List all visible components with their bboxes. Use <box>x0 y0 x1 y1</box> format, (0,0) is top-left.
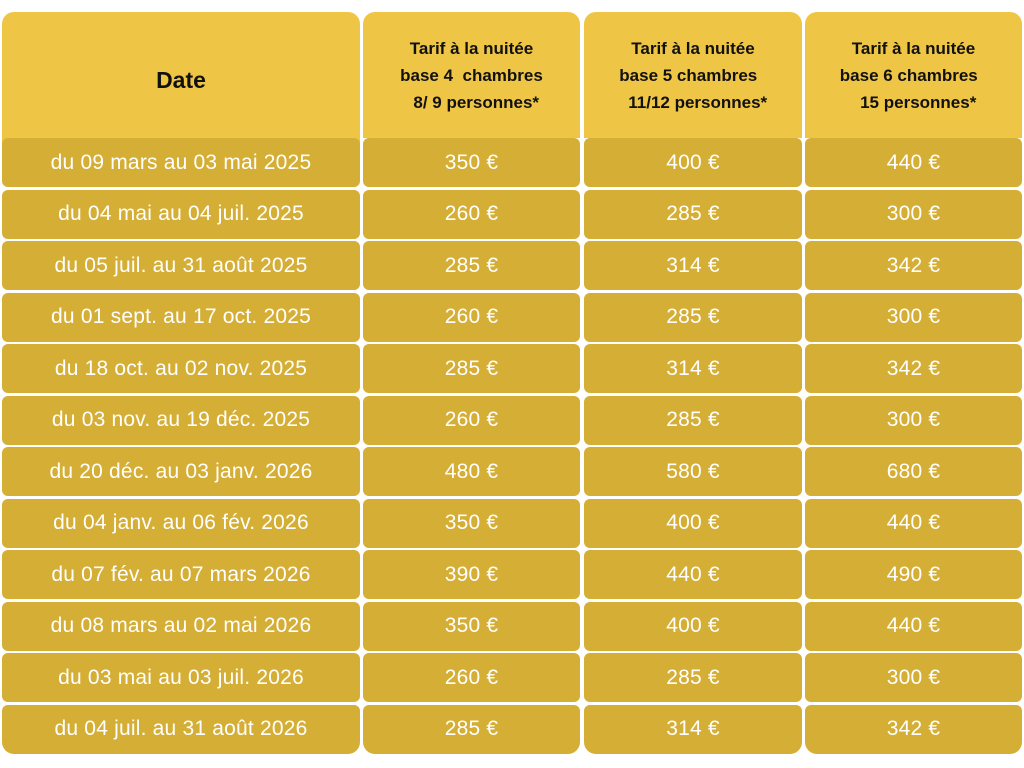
base4-header-label: Tarif à la nuitée base 4 chambres 8/ 9 p… <box>400 38 543 112</box>
base5-price-cell: 580 € <box>584 447 802 496</box>
date-header-label: Date <box>156 66 206 93</box>
base6-price-cell: 342 € <box>805 704 1022 754</box>
base4-header: Tarif à la nuitée base 4 chambres 8/ 9 p… <box>363 12 580 138</box>
base6-price-cell: 490 € <box>805 550 1022 599</box>
date-cell: du 07 fév. au 07 mars 2026 <box>2 550 360 599</box>
base5-price-cell: 400 € <box>584 498 802 548</box>
base5-price-cell: 285 € <box>584 653 802 702</box>
date-cell: du 03 nov. au 19 déc. 2025 <box>2 395 360 445</box>
base6-price-cell: 342 € <box>805 344 1022 393</box>
base5-column: Tarif à la nuitée base 5 chambres 11/12 … <box>584 12 802 754</box>
base5-price-cell: 400 € <box>584 138 802 187</box>
base5-header: Tarif à la nuitée base 5 chambres 11/12 … <box>584 12 802 138</box>
base6-price-cell: 440 € <box>805 601 1022 651</box>
base4-price-cell: 480 € <box>363 447 580 496</box>
date-cell: du 09 mars au 03 mai 2025 <box>2 138 360 187</box>
date-cell: du 18 oct. au 02 nov. 2025 <box>2 344 360 393</box>
base5-price-cell: 285 € <box>584 395 802 445</box>
base6-price-cell: 300 € <box>805 292 1022 342</box>
date-cell: du 04 mai au 04 juil. 2025 <box>2 189 360 239</box>
base5-price-cell: 285 € <box>584 189 802 239</box>
date-cell: du 08 mars au 02 mai 2026 <box>2 601 360 651</box>
base4-price-cell: 260 € <box>363 189 580 239</box>
base4-column: Tarif à la nuitée base 4 chambres 8/ 9 p… <box>363 12 580 754</box>
date-cell: du 20 déc. au 03 janv. 2026 <box>2 447 360 496</box>
base6-column: Tarif à la nuitée base 6 chambres 15 per… <box>805 12 1022 754</box>
base5-header-label: Tarif à la nuitée base 5 chambres 11/12 … <box>619 38 768 112</box>
base5-price-cell: 314 € <box>584 704 802 754</box>
base4-price-cell: 260 € <box>363 395 580 445</box>
base4-price-cell: 260 € <box>363 292 580 342</box>
base4-price-cell: 285 € <box>363 241 580 290</box>
base6-price-cell: 680 € <box>805 447 1022 496</box>
base6-price-cell: 440 € <box>805 498 1022 548</box>
base6-price-cell: 300 € <box>805 653 1022 702</box>
base5-price-cell: 314 € <box>584 344 802 393</box>
base4-price-cell: 285 € <box>363 704 580 754</box>
base6-header: Tarif à la nuitée base 6 chambres 15 per… <box>805 12 1022 138</box>
date-cell: du 01 sept. au 17 oct. 2025 <box>2 292 360 342</box>
base6-price-cell: 300 € <box>805 395 1022 445</box>
base5-price-cell: 285 € <box>584 292 802 342</box>
date-header: Date <box>2 12 360 148</box>
base5-price-cell: 314 € <box>584 241 802 290</box>
date-column: Date du 09 mars au 03 mai 2025 du 04 mai … <box>2 12 360 754</box>
date-cell: du 03 mai au 03 juil. 2026 <box>2 653 360 702</box>
base4-price-cell: 260 € <box>363 653 580 702</box>
base4-price-cell: 390 € <box>363 550 580 599</box>
date-cell: du 04 janv. au 06 fév. 2026 <box>2 498 360 548</box>
base5-price-cell: 400 € <box>584 601 802 651</box>
base4-price-cell: 350 € <box>363 138 580 187</box>
base4-price-cell: 285 € <box>363 344 580 393</box>
base6-price-cell: 342 € <box>805 241 1022 290</box>
base6-price-cell: 300 € <box>805 189 1022 239</box>
date-cell: du 04 juil. au 31 août 2026 <box>2 704 360 754</box>
base6-price-cell: 440 € <box>805 138 1022 187</box>
base4-price-cell: 350 € <box>363 601 580 651</box>
base4-price-cell: 350 € <box>363 498 580 548</box>
date-cell: du 05 juil. au 31 août 2025 <box>2 241 360 290</box>
base6-header-label: Tarif à la nuitée base 6 chambres 15 per… <box>839 38 978 112</box>
base5-price-cell: 440 € <box>584 550 802 599</box>
